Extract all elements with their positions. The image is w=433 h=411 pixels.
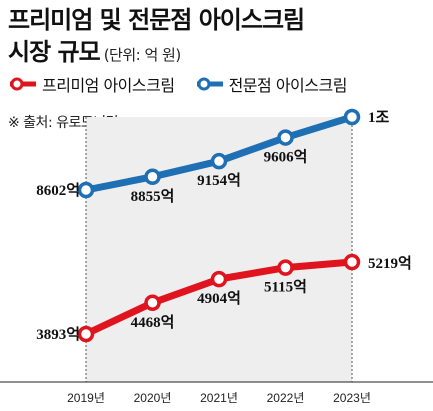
x-tick-label-0: 2019년 xyxy=(67,391,105,405)
legend-marker-specialty xyxy=(196,77,223,91)
data-point-specialty-0 xyxy=(77,181,95,199)
data-label-specialty-0: 8602억 xyxy=(36,181,80,199)
unit-label: (단위: 억 원) xyxy=(103,46,182,64)
data-point-premium-3 xyxy=(277,259,294,276)
chart-title: 프리미엄 및 전문점 아이스크림 xyxy=(8,6,305,34)
data-label-specialty-1: 8855억 xyxy=(131,187,175,205)
x-tick-label-1: 2020년 xyxy=(134,391,172,405)
data-label-premium-2: 4904억 xyxy=(197,289,241,307)
legend-label-premium: 프리미엄 아이스크림 xyxy=(42,76,175,95)
data-label-premium-4: 5219억 xyxy=(368,254,412,272)
data-point-specialty-1 xyxy=(144,168,161,186)
data-point-premium-4 xyxy=(343,253,361,271)
x-tick-label-3: 2022년 xyxy=(267,391,305,405)
data-label-specialty-2: 9154억 xyxy=(197,171,241,189)
legend-label-specialty: 전문점 아이스크림 xyxy=(228,76,348,95)
data-label-specialty-4: 1조 xyxy=(368,110,390,126)
data-label-premium-1: 4468억 xyxy=(131,313,175,331)
data-point-premium-0 xyxy=(77,325,95,343)
legend-item-premium: 프리미엄 아이스크림 xyxy=(8,72,175,96)
data-point-specialty-4 xyxy=(343,108,361,126)
legend-item-specialty: 전문점 아이스크림 xyxy=(195,72,347,96)
legend: 프리미엄 아이스크림 전문점 아이스크림 xyxy=(8,72,347,96)
x-tick-label-2: 2021년 xyxy=(200,391,238,405)
x-tick-label-4: 2023년 xyxy=(333,391,371,405)
chart-title-line2: 시장 규모 (단위: 억 원) xyxy=(8,38,182,66)
data-point-premium-2 xyxy=(210,270,228,288)
legend-marker-premium xyxy=(10,77,36,91)
data-label-premium-3: 5115억 xyxy=(264,278,307,296)
data-label-premium-0: 3893억 xyxy=(36,325,80,343)
data-point-specialty-3 xyxy=(277,129,294,146)
data-point-premium-1 xyxy=(144,294,161,312)
data-label-specialty-3: 9606억 xyxy=(264,148,308,166)
data-point-specialty-2 xyxy=(210,152,228,170)
